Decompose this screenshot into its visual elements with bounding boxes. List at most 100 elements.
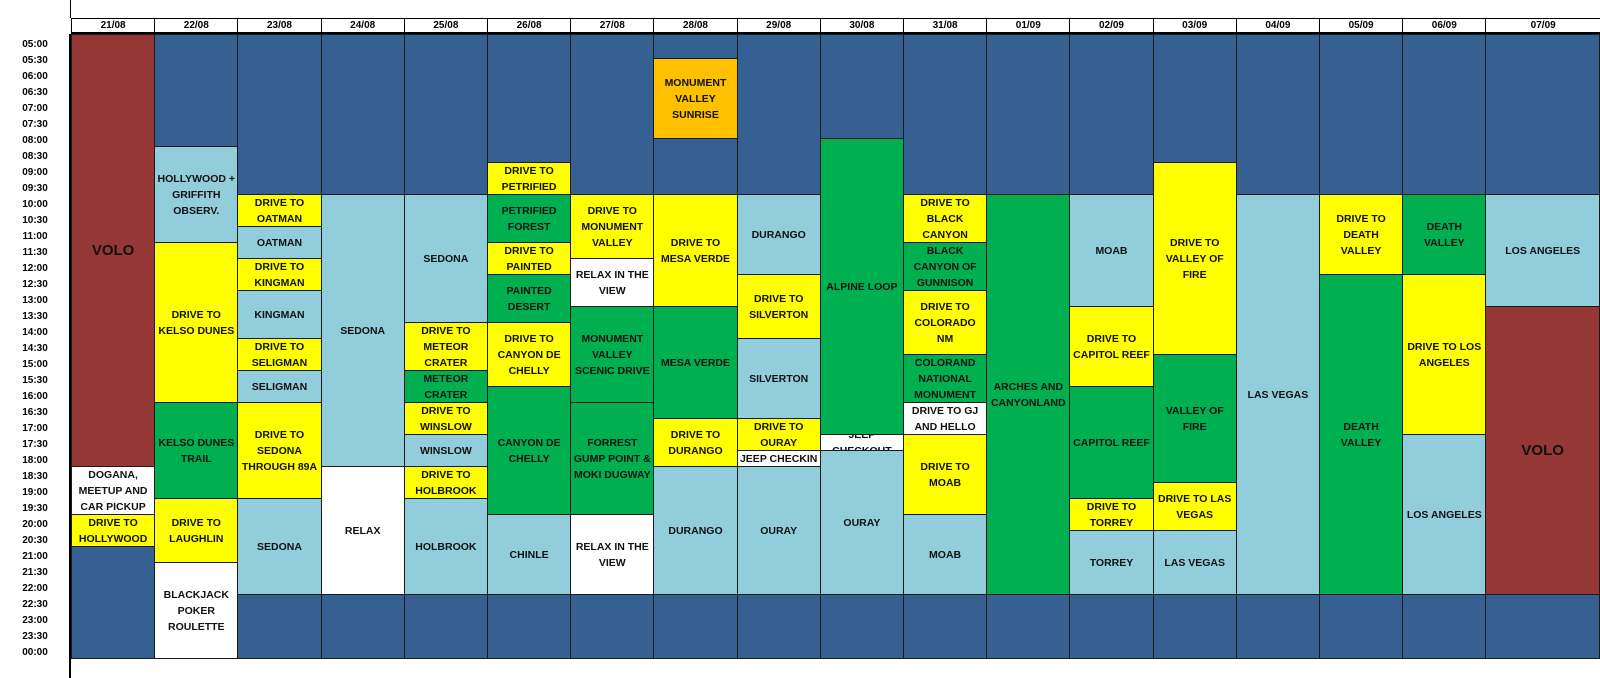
time-label: 08:30 xyxy=(22,151,48,162)
empty-slot xyxy=(653,138,738,195)
event-drive-to-capitol-reef: DRIVE TO CAPITOL REEF xyxy=(1069,306,1154,387)
time-label: 17:30 xyxy=(22,439,48,450)
event-drive-to-holbrook: DRIVE TO HOLBROOK xyxy=(403,466,488,499)
event-drive-to-torrey: DRIVE TO TORREY xyxy=(1069,498,1154,531)
event-las-vegas: LAS VEGAS xyxy=(1152,530,1237,595)
time-label: 10:00 xyxy=(22,199,48,210)
event-alpine-loop: ALPINE LOOP xyxy=(819,138,904,435)
time-label: 05:30 xyxy=(22,55,48,66)
empty-slot xyxy=(1152,594,1237,659)
day-header-24-08: 24/08 xyxy=(320,18,404,34)
event-drive-to-seligman: DRIVE TO SELIGMAN xyxy=(237,338,322,371)
empty-slot xyxy=(1235,34,1320,195)
day-header-23-08: 23/08 xyxy=(237,18,321,34)
event-relax-in-the-view: RELAX IN THE VIEW xyxy=(570,514,655,595)
empty-slot xyxy=(986,594,1071,659)
event-drive-to-kelso-dunes: DRIVE TO KELSO DUNES xyxy=(154,242,239,403)
time-label: 08:00 xyxy=(22,135,48,146)
event-torrey: TORREY xyxy=(1069,530,1154,595)
time-label: 21:00 xyxy=(22,551,48,562)
event-drive-to-moab: DRIVE TO MOAB xyxy=(903,434,988,515)
time-label: 07:00 xyxy=(22,103,48,114)
event-forrest-gump-point-moki-dugway: FORREST GUMP POINT & MOKI DUGWAY xyxy=(570,402,655,515)
empty-slot xyxy=(570,34,655,195)
time-label: 23:30 xyxy=(22,631,48,642)
day-header-04-09: 04/09 xyxy=(1235,18,1319,34)
empty-slot xyxy=(653,34,738,59)
event-volo: VOLO xyxy=(1485,306,1600,595)
empty-slot xyxy=(1235,594,1320,659)
event-oatman: OATMAN xyxy=(237,226,322,259)
event-los-angeles: LOS ANGELES xyxy=(1402,434,1487,595)
time-column xyxy=(0,34,71,678)
time-label: 19:00 xyxy=(22,487,48,498)
time-label: 20:00 xyxy=(22,519,48,530)
time-label: 15:00 xyxy=(22,359,48,370)
event-drive-to-painted: DRIVE TO PAINTED xyxy=(487,242,572,275)
event-kingman: KINGMAN xyxy=(237,290,322,339)
time-label: 12:30 xyxy=(22,279,48,290)
event-los-angeles: LOS ANGELES xyxy=(1485,194,1600,307)
day-header-31-08: 31/08 xyxy=(903,18,987,34)
time-label: 13:30 xyxy=(22,311,48,322)
event-durango: DURANGO xyxy=(736,194,821,275)
empty-slot xyxy=(487,34,572,163)
event-jeep-checkin: JEEP CHECKIN xyxy=(736,450,821,467)
day-header-06-09: 06/09 xyxy=(1402,18,1486,34)
event-volo: VOLO xyxy=(71,34,156,467)
empty-slot xyxy=(487,594,572,659)
time-label: 14:30 xyxy=(22,343,48,354)
event-death-valley: DEATH VALLEY xyxy=(1402,194,1487,275)
event-drive-to-silverton: DRIVE TO SILVERTON xyxy=(736,274,821,339)
event-arches-and-canyonland: ARCHES AND CANYONLAND xyxy=(986,194,1071,595)
event-colorand-national-monument: COLORAND NATIONAL MONUMENT xyxy=(903,354,988,403)
empty-slot xyxy=(1402,594,1487,659)
empty-slot xyxy=(403,34,488,195)
empty-slot xyxy=(1069,594,1154,659)
day-header-05-09: 05/09 xyxy=(1319,18,1403,34)
empty-slot xyxy=(1402,34,1487,195)
time-label: 13:00 xyxy=(22,295,48,306)
time-label: 05:00 xyxy=(22,39,48,50)
event-monument-valley-sunrise: MONUMENT VALLEY SUNRISE xyxy=(653,58,738,139)
event-ouray: OURAY xyxy=(819,450,904,595)
time-label: 10:30 xyxy=(22,215,48,226)
day-header-26-08: 26/08 xyxy=(487,18,571,34)
day-header-30-08: 30/08 xyxy=(819,18,903,34)
empty-slot xyxy=(653,594,738,659)
time-label: 06:30 xyxy=(22,87,48,98)
event-petrified-forest: PETRIFIED FOREST xyxy=(487,194,572,243)
time-label: 20:30 xyxy=(22,535,48,546)
event-moab: MOAB xyxy=(903,514,988,595)
time-label: 21:30 xyxy=(22,567,48,578)
time-label: 07:30 xyxy=(22,119,48,130)
day-header-21-08: 21/08 xyxy=(71,18,155,34)
event-jeep-checkout: JEEP CHECKOUT xyxy=(819,434,904,451)
event-sedona: SEDONA xyxy=(237,498,322,595)
empty-slot xyxy=(403,594,488,659)
empty-slot xyxy=(736,34,821,195)
time-label: 14:00 xyxy=(22,327,48,338)
event-meteor-crater: METEOR CRATER xyxy=(403,370,488,403)
time-label: 18:30 xyxy=(22,471,48,482)
empty-slot xyxy=(819,594,904,659)
empty-slot xyxy=(986,34,1071,195)
empty-slot xyxy=(1319,594,1404,659)
event-drive-to-laughlin: DRIVE TO LAUGHLIN xyxy=(154,498,239,563)
day-header-22-08: 22/08 xyxy=(154,18,238,34)
event-drive-to-monument-valley: DRIVE TO MONUMENT VALLEY xyxy=(570,194,655,259)
empty-slot xyxy=(320,594,405,659)
day-header-02-09: 02/09 xyxy=(1069,18,1153,34)
empty-slot xyxy=(903,34,988,195)
event-drive-to-meteor-crater: DRIVE TO METEOR CRATER xyxy=(403,322,488,371)
empty-slot xyxy=(1069,34,1154,195)
event-sedona: SEDONA xyxy=(403,194,488,323)
time-label: 11:30 xyxy=(22,247,48,258)
event-drive-to-death-valley: DRIVE TO DEATH VALLEY xyxy=(1319,194,1404,275)
event-moab: MOAB xyxy=(1069,194,1154,307)
event-durango: DURANGO xyxy=(653,466,738,595)
time-label: 15:30 xyxy=(22,375,48,386)
event-drive-to-valley-of-fire: DRIVE TO VALLEY OF FIRE xyxy=(1152,162,1237,355)
event-drive-to-kingman: DRIVE TO KINGMAN xyxy=(237,258,322,291)
